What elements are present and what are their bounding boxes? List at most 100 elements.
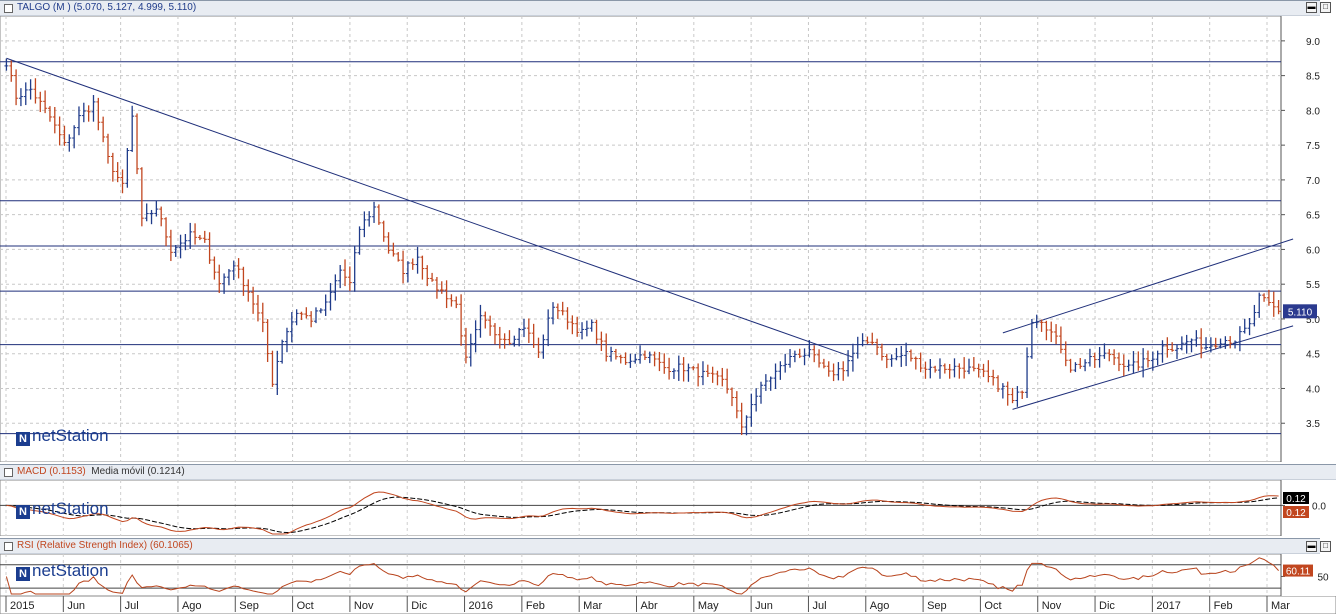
x-tick-label: Feb <box>526 600 545 612</box>
ohlc-bar <box>38 91 43 113</box>
ohlc-bar <box>1063 341 1068 367</box>
ohlc-bar <box>343 259 348 287</box>
ohlc-bar <box>415 246 420 274</box>
ohlc-bar <box>255 294 260 322</box>
ohlc-bar <box>294 309 299 326</box>
ohlc-bar <box>304 307 309 319</box>
ohlc-bar <box>105 133 110 164</box>
x-tick-label: Oct <box>984 600 1001 612</box>
panel-collapse-icon[interactable] <box>4 4 13 13</box>
ohlc-bar <box>1112 349 1117 366</box>
rsi-tick-label: 50 <box>1317 572 1329 583</box>
ohlc-bar <box>91 95 96 122</box>
rsi-panel-header: RSI (Relative Strength Index) (60.1065) <box>0 538 1320 554</box>
maximize-icon[interactable]: □ <box>1320 2 1331 13</box>
ohlc-bar <box>226 269 231 286</box>
ohlc-bar <box>855 336 860 359</box>
minimize-icon[interactable]: ▬ <box>1306 2 1317 13</box>
ohlc-bar <box>836 362 841 381</box>
x-tick-label: Feb <box>1214 600 1233 612</box>
ohlc-bar <box>826 361 831 377</box>
ohlc-bar <box>783 353 788 373</box>
ohlc-bar <box>720 367 725 387</box>
price-tick-label: 8.5 <box>1306 72 1320 83</box>
ohlc-bar <box>367 211 372 227</box>
ohlc-bar <box>1233 340 1238 349</box>
price-panel-title: TALGO (M ) (5.070, 5.127, 4.999, 5.110) <box>17 2 197 13</box>
ohlc-bar <box>662 353 667 374</box>
ohlc-bar <box>681 357 686 382</box>
ohlc-bar <box>991 369 996 386</box>
ohlc-bar <box>459 294 464 346</box>
x-tick-label: Mar <box>1271 600 1290 612</box>
ohlc-bar <box>986 360 991 383</box>
x-tick-label: 2017 <box>1156 600 1180 612</box>
ohlc-bar <box>609 346 614 362</box>
close-panel-icon[interactable]: ▬ <box>1306 541 1317 552</box>
ohlc-bar <box>947 364 952 379</box>
ohlc-bar <box>328 283 333 311</box>
ohlc-bar <box>67 134 72 152</box>
macd-ma-value-label: 0.12 <box>1286 508 1306 519</box>
ohlc-bar <box>1223 336 1228 349</box>
ohlc-bar <box>110 152 115 182</box>
ohlc-bar <box>652 351 657 367</box>
price-tick-label: 4.0 <box>1306 384 1320 395</box>
ohlc-bar <box>14 69 19 106</box>
price-tick-label: 6.5 <box>1306 211 1320 222</box>
ohlc-bar <box>657 351 662 372</box>
ohlc-bar <box>575 316 580 337</box>
ohlc-bar <box>981 363 986 378</box>
ohlc-bar <box>289 312 294 343</box>
ohlc-bar <box>135 113 140 175</box>
panel-collapse-icon[interactable] <box>4 542 13 551</box>
ohlc-bar <box>1087 348 1092 367</box>
maximize-icon[interactable]: □ <box>1320 541 1331 552</box>
ohlc-bar <box>168 229 173 262</box>
ohlc-bar <box>352 245 357 292</box>
ohlc-bar <box>401 250 406 284</box>
ohlc-bar <box>154 200 159 217</box>
ohlc-bar <box>425 265 430 287</box>
ohlc-bar <box>1199 328 1204 359</box>
last-price-label: 5.110 <box>1288 307 1313 318</box>
x-tick-label: Dic <box>411 600 427 612</box>
ohlc-bar <box>628 353 633 368</box>
ohlc-bar <box>899 345 904 367</box>
panel-collapse-icon[interactable] <box>4 468 13 477</box>
ohlc-bar <box>725 368 730 394</box>
rsi-title: RSI (Relative Strength Index) (60.1065) <box>17 540 193 551</box>
rsi-value-label: 60.11 <box>1286 567 1311 578</box>
ohlc-bar <box>284 327 289 353</box>
ohlc-bar <box>802 348 807 366</box>
ohlc-bar <box>773 363 778 390</box>
ohlc-bar <box>502 333 507 349</box>
ohlc-bar <box>850 343 855 372</box>
ohlc-bar <box>1155 350 1160 366</box>
ohlc-bar <box>57 116 62 146</box>
ohlc-bar <box>1247 318 1252 336</box>
ohlc-bar <box>613 348 618 360</box>
x-tick-label: Sep <box>239 600 259 612</box>
ohlc-bar <box>879 343 884 361</box>
ohlc-bar <box>309 311 314 328</box>
ohlc-bar <box>937 358 942 379</box>
ohlc-bar <box>1271 291 1276 317</box>
x-tick-label: Ago <box>182 600 202 612</box>
ohlc-bar <box>280 339 285 364</box>
ohlc-bar <box>488 315 493 336</box>
macd-ma-value-badge <box>1283 506 1309 518</box>
ohlc-bar <box>913 356 918 370</box>
x-tick-label: Nov <box>1042 600 1062 612</box>
ohlc-bar <box>473 320 478 353</box>
ohlc-bar <box>362 211 367 238</box>
ohlc-bar <box>1170 342 1175 352</box>
ohlc-bar <box>468 333 473 367</box>
price-tick-label: 7.0 <box>1306 176 1320 187</box>
price-tick-label: 5.5 <box>1306 280 1320 291</box>
rsi-line <box>5 557 1279 595</box>
price-tick-label: 4.5 <box>1306 350 1320 361</box>
ohlc-bar <box>178 234 183 259</box>
